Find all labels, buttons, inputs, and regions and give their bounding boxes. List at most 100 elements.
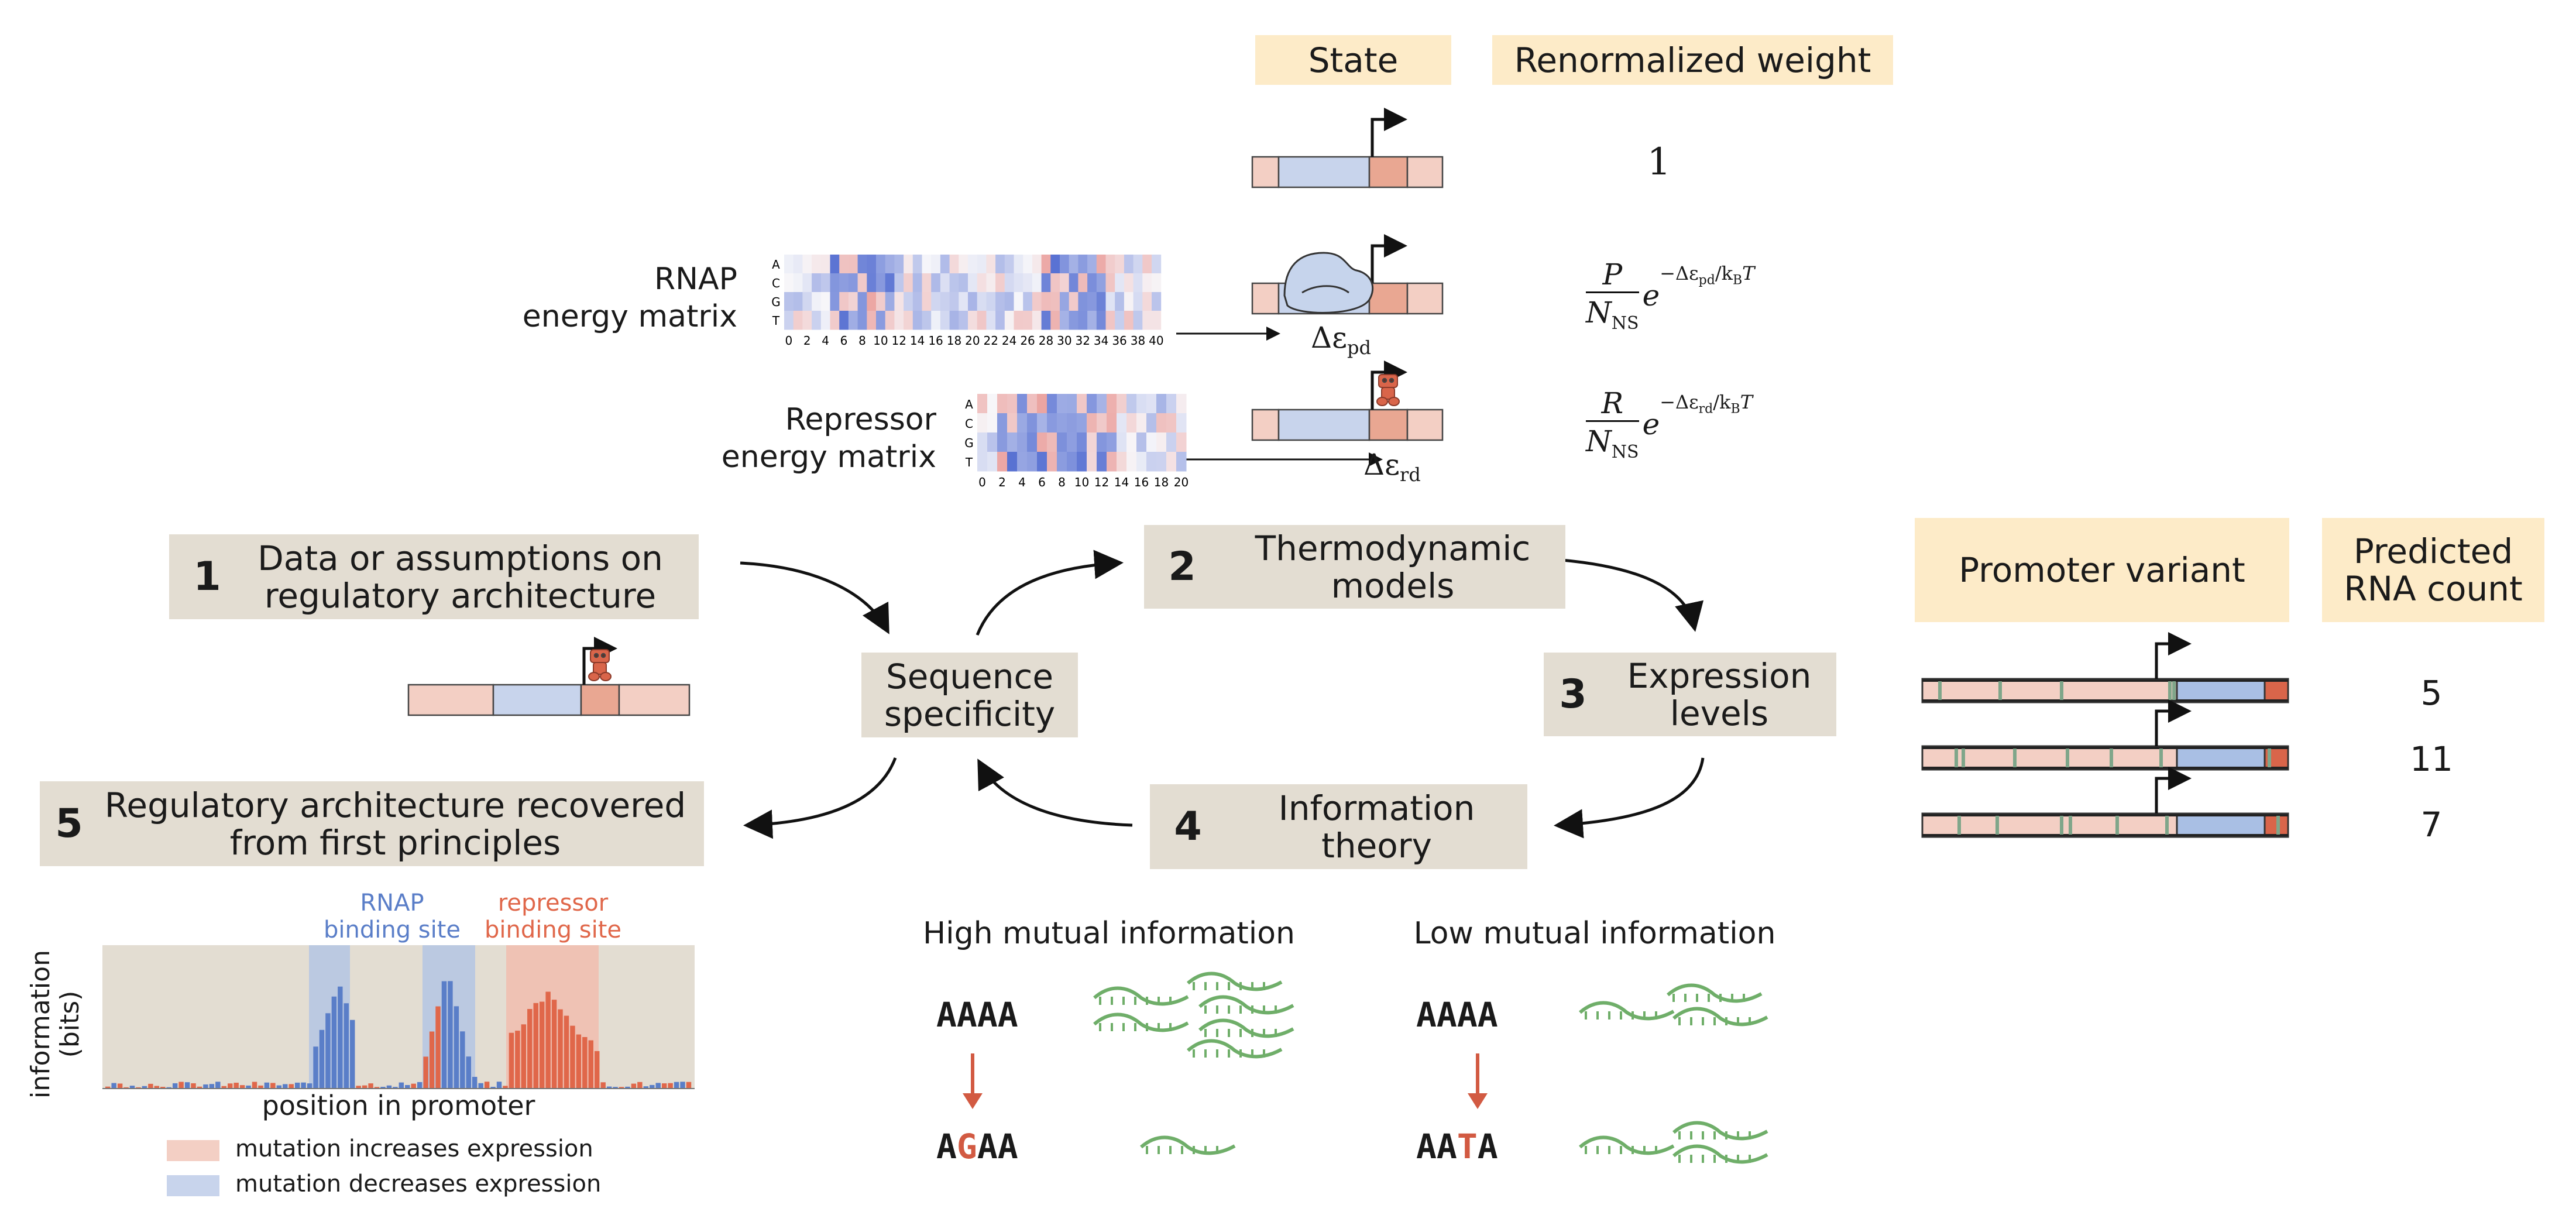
matrix-tick-label: 14 [910,334,925,348]
mutation-mark [1955,749,1958,767]
footprint-bar [209,1084,215,1089]
promoter-variant-3 [1921,767,2289,838]
matrix-tick-label: 18 [1154,475,1169,489]
information-footprint [102,945,695,1089]
repressor-site-label: repressor binding site [484,890,622,943]
matrix-cell [876,255,886,274]
matrix-cell [867,255,877,274]
matrix-tick-label: 34 [1094,334,1108,348]
matrix-cell [1146,413,1157,433]
matrix-tick-label: 4 [822,334,829,348]
matrix-cell [802,273,812,293]
matrix-cell [802,292,812,311]
matrix-cell [1117,413,1127,433]
matrix-cell [1136,432,1147,452]
matrix-cell [1087,432,1097,452]
footprint-bar [429,1031,435,1089]
matrix-cell [784,311,794,330]
matrix-cell [1133,255,1143,274]
matrix-tick-label: 10 [1074,475,1089,489]
matrix-cell [1037,413,1047,433]
footprint-bar [350,1020,355,1089]
matrix-cell [1096,292,1106,311]
matrix-cell [1023,292,1033,311]
matrix-cell [1087,452,1097,472]
footprint-bar [417,1082,423,1089]
footprint-bar [454,1006,459,1089]
matrix-cell [995,311,1005,330]
matrix-cell [1037,452,1047,472]
matrix-cell [1087,413,1097,433]
matrix-cell [1007,413,1018,433]
footprint-bar [661,1083,667,1089]
arrow-specificity-to-2 [976,550,1124,636]
footprint-bar [270,1083,276,1089]
matrix-cell [1017,432,1028,452]
matrix-cell [1050,311,1060,330]
matrix-base-label: T [772,314,780,328]
matrix-cell [987,413,998,433]
matrix-cell [1069,255,1079,274]
matrix-cell [995,273,1005,293]
matrix-base-label: A [772,258,780,272]
mutation-mark [2268,749,2271,767]
rna-icon [1667,983,1763,1003]
matrix-cell [1060,273,1070,293]
footprint-bar [288,1084,294,1089]
matrix-cell [1107,452,1117,472]
rna-icon [1198,995,1294,1015]
matrix-cell [912,255,922,274]
mutation-mark [2276,816,2280,835]
matrix-cell [839,292,849,311]
matrix-cell [1146,394,1157,414]
matrix-cell [812,311,822,330]
matrix-cell [931,273,941,293]
rna-count-2: 11 [2410,739,2453,779]
footprint-bar [374,1087,380,1089]
step-number: 5 [55,801,83,847]
matrix-cell [1142,311,1152,330]
matrix-cell [1107,394,1117,414]
footprint-bar [368,1083,373,1089]
matrix-cell [1050,255,1060,274]
footprint-bar [595,1051,600,1089]
rna-icon [1579,1001,1675,1021]
matrix-cell [1023,311,1033,330]
matrix-tick-label: 6 [840,334,848,348]
matrix-cell [1097,432,1107,452]
state-rnap-bound [1251,234,1444,315]
matrix-base-label: C [965,417,973,431]
matrix-base-label: T [965,455,973,469]
matrix-cell [1017,452,1028,472]
matrix-cell [1146,432,1157,452]
footprint-bar [215,1082,221,1089]
footprint-bar [668,1083,673,1089]
footprint-bar [160,1087,166,1089]
matrix-cell [784,273,794,293]
footprint-bar [344,1003,349,1089]
matrix-cell [1087,255,1097,274]
matrix-tick-label: 2 [998,475,1006,489]
footprint-bar [136,1087,141,1089]
rna-count-3: 7 [2420,805,2443,845]
promoter-variant-2 [1921,699,2289,771]
matrix-tick-label: 0 [785,334,792,348]
footprint-bar [650,1084,655,1089]
matrix-cell [1115,255,1125,274]
matrix-cell [1067,432,1077,452]
matrix-cell [1078,255,1088,274]
matrix-cell [1014,311,1023,330]
footprint-bar [527,1009,533,1089]
matrix-cell [1124,273,1134,293]
matrix-cell [977,432,988,452]
matrix-cell [1023,255,1033,274]
matrix-cell [802,255,812,274]
matrix-cell [867,311,877,330]
mrna-transcripts [1093,972,1768,1164]
footprint-bar [246,1085,251,1089]
matrix-cell [1152,292,1162,311]
mutation-mark [1995,816,1999,835]
step-5-box: 5 Regulatory architecture recovered from… [40,781,704,866]
matrix-cell [793,292,803,311]
